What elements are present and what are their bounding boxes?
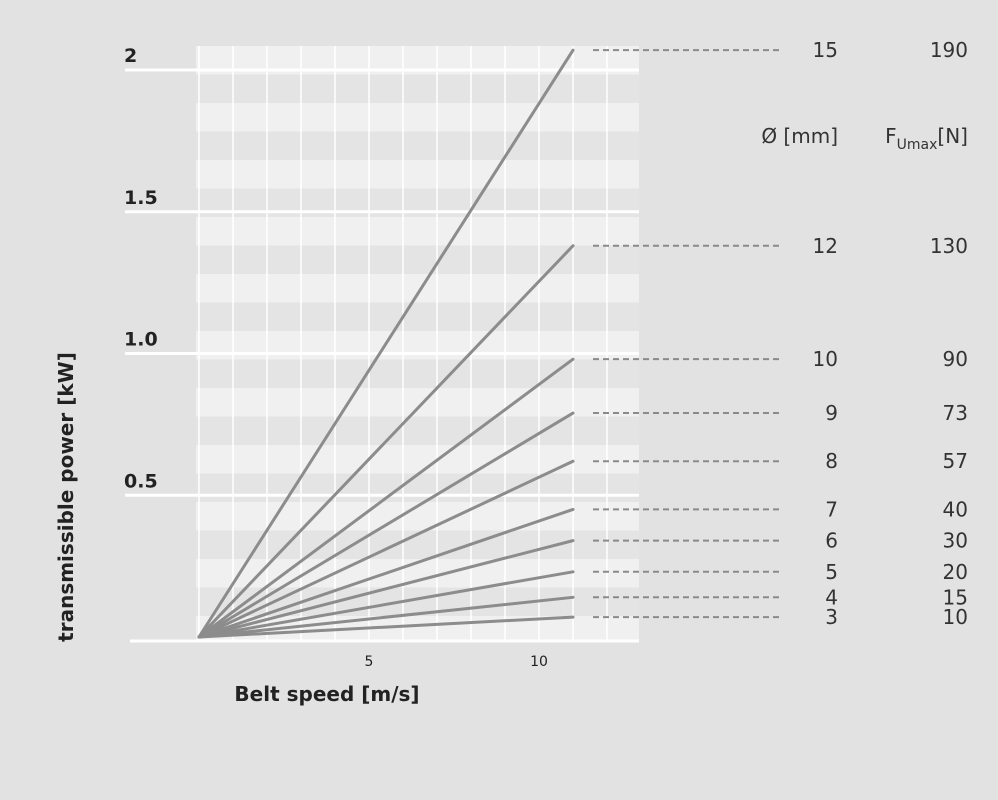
diameter-label: 9 <box>825 401 838 425</box>
diameter-label: 7 <box>825 497 838 521</box>
force-label: 190 <box>930 38 968 62</box>
y-tick-label: 2 <box>124 45 137 67</box>
x-tick-labels: 5 10 <box>365 654 548 670</box>
force-header-unit: [N] <box>937 124 968 148</box>
stripe <box>196 103 639 132</box>
series-line-8mm <box>197 459 575 639</box>
force-label: 130 <box>930 234 968 258</box>
force-header-sub: Umax <box>897 137 938 153</box>
stripe <box>196 388 639 417</box>
series-line-15mm <box>197 48 575 639</box>
series-line-4mm <box>197 595 575 639</box>
series-line-9mm <box>197 411 575 639</box>
force-label: 10 <box>943 605 968 629</box>
leader-lines <box>593 49 780 619</box>
diameter-label: 12 <box>813 234 838 258</box>
diameter-label: 8 <box>825 449 838 473</box>
series-line-5mm <box>197 570 575 639</box>
diameter-column-header: Ø [mm] <box>761 124 838 148</box>
y-tick-labels: 0.5 1.0 1.5 2 <box>124 45 158 492</box>
y-tick-label: 1.5 <box>124 187 158 209</box>
y-axis-label: transmissible power [kW] <box>54 352 78 642</box>
diameter-label: 3 <box>825 605 838 629</box>
diameter-label: 6 <box>825 529 838 553</box>
diameter-label: 15 <box>813 38 838 62</box>
x-tick-label: 5 <box>365 654 374 670</box>
force-column-header: FUmax[N] <box>885 124 968 153</box>
stripe <box>196 274 639 303</box>
force-label: 40 <box>943 497 968 521</box>
force-header-main: F <box>885 124 897 148</box>
force-label: 30 <box>943 529 968 553</box>
series-line-3mm <box>197 615 575 639</box>
force-label: 20 <box>943 560 968 584</box>
diameter-label: 4 <box>825 585 838 609</box>
force-label: 73 <box>943 401 968 425</box>
y-tick-label: 1.0 <box>124 329 158 351</box>
diameter-labels: 15 12 10 9 8 7 6 543 <box>813 38 838 629</box>
force-label: 90 <box>943 347 968 371</box>
force-label: 15 <box>943 585 968 609</box>
diameter-label: 10 <box>813 347 838 371</box>
series-line-12mm <box>197 244 575 639</box>
series-line-6mm <box>197 539 575 639</box>
series-line-10mm <box>197 357 575 639</box>
force-label: 57 <box>943 449 968 473</box>
diameter-label: 5 <box>825 560 838 584</box>
stripe <box>196 160 639 189</box>
stripe <box>196 445 639 474</box>
stripe <box>196 217 639 246</box>
x-axis-label: Belt speed [m/s] <box>234 682 419 706</box>
y-tick-label: 0.5 <box>124 470 158 492</box>
series-lines <box>197 48 575 639</box>
major-gridlines <box>125 68 639 643</box>
series-line-7mm <box>197 507 575 639</box>
x-tick-label: 10 <box>530 654 548 670</box>
